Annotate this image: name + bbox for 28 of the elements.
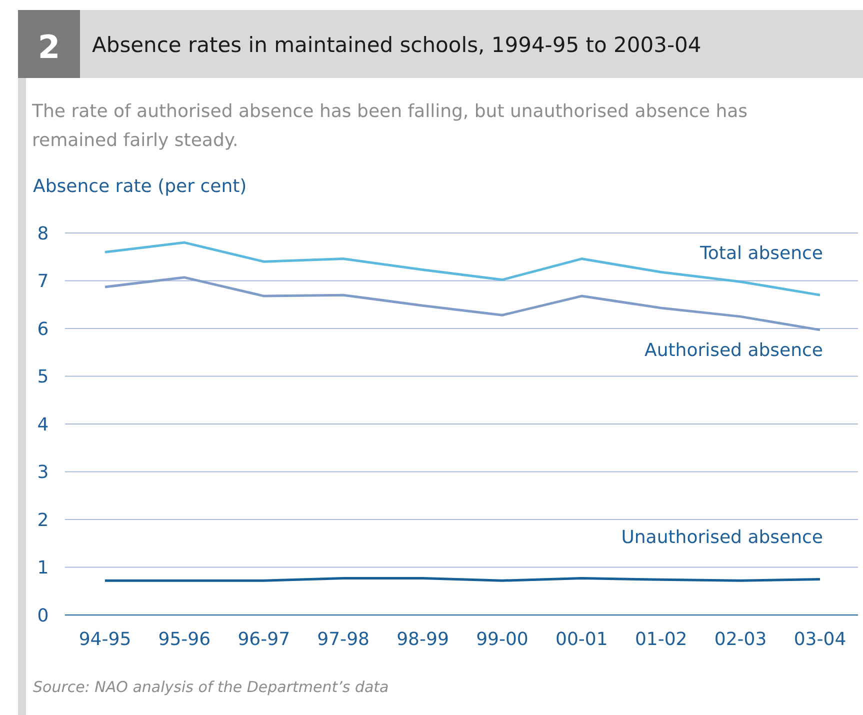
x-tick-label: 01-02 bbox=[634, 629, 688, 650]
x-tick-label: 96-97 bbox=[238, 629, 290, 650]
y-tick-label: 5 bbox=[37, 366, 49, 388]
y-tick-label: 1 bbox=[37, 558, 49, 579]
series-label: Unauthorised absence bbox=[621, 527, 823, 548]
x-tick-label: 97-98 bbox=[317, 629, 370, 650]
chart-title: Absence rates in maintained schools, 1994-95 to 2003-04 bbox=[92, 33, 702, 57]
y-tick-label: 7 bbox=[37, 271, 49, 292]
y-tick-label: 6 bbox=[37, 318, 49, 340]
y-tick-label: 4 bbox=[37, 414, 49, 436]
line-series bbox=[104, 241, 822, 296]
y-tick-label: 2 bbox=[37, 510, 49, 531]
x-tick-label: 00-01 bbox=[556, 629, 608, 650]
x-tick-label: 98-99 bbox=[396, 629, 449, 650]
x-tick-label: 99-00 bbox=[476, 629, 528, 650]
x-tick-label: 94-95 bbox=[78, 629, 132, 650]
y-tick-label: 0 bbox=[37, 605, 49, 626]
x-tick-label: 95-96 bbox=[158, 629, 211, 650]
y-tick-label: 3 bbox=[37, 462, 49, 484]
x-tick-label: 02-03 bbox=[714, 629, 767, 650]
chart-subtitle: The rate of authorised absence has been falling, but unauthorised absence has remained fairly steady. bbox=[32, 100, 749, 153]
series-label: Authorised absence bbox=[644, 340, 823, 361]
y-tick-label: 8 bbox=[37, 223, 49, 244]
line-series bbox=[104, 276, 822, 332]
series-label: Total absence bbox=[698, 243, 823, 264]
y-axis-title: Absence rate (per cent) bbox=[33, 176, 247, 197]
source-note: Source: NAO analysis of the Department’s data bbox=[33, 678, 389, 696]
x-tick-label: 03-04 bbox=[794, 629, 846, 650]
